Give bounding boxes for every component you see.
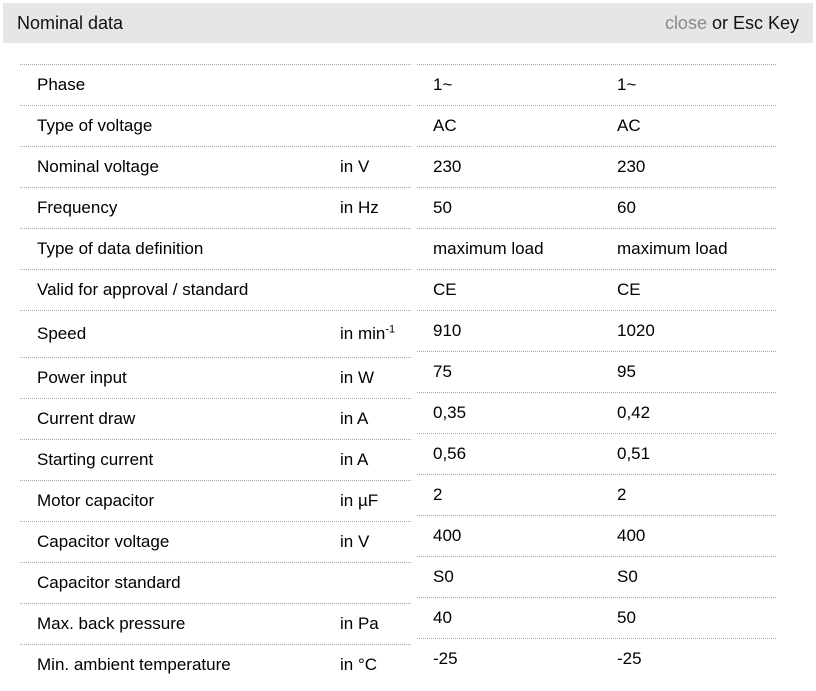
- dialog-title: Nominal data: [17, 12, 124, 33]
- table-row: 2 2: [417, 474, 776, 515]
- row-label: Type of voltage: [37, 116, 153, 135]
- esc-key-text: or Esc Key: [706, 12, 799, 33]
- row-label: Starting current: [37, 450, 154, 469]
- data-table-labels: Phase Type of voltage Nominal voltage in…: [20, 64, 411, 685]
- row-value-1: S0: [433, 567, 454, 586]
- row-value-1: -25: [433, 649, 458, 668]
- row-label: Speed: [37, 324, 87, 343]
- row-unit: in W: [340, 368, 374, 387]
- row-value-2: 1020: [617, 321, 655, 340]
- row-label: Capacitor voltage: [37, 532, 170, 551]
- table-row: Speed in min-1: [20, 310, 411, 357]
- table-row: Frequency in Hz: [20, 187, 411, 228]
- row-label: Type of data definition: [37, 239, 204, 258]
- row-value-2: S0: [617, 567, 638, 586]
- row-unit: in A: [340, 450, 369, 469]
- table-row: 400 400: [417, 515, 776, 556]
- row-value-2: 230: [617, 157, 646, 176]
- row-value-2: 95: [617, 362, 636, 381]
- row-value-1: CE: [433, 280, 457, 299]
- table-row: S0 S0: [417, 556, 776, 597]
- row-value-2: 400: [617, 526, 646, 545]
- table-row: Nominal voltage in V: [20, 146, 411, 187]
- row-value-2: AC: [617, 116, 641, 135]
- table-row: Valid for approval / standard: [20, 269, 411, 310]
- table-row: Motor capacitor in µF: [20, 480, 411, 521]
- row-value-1: 400: [433, 526, 462, 545]
- close-link[interactable]: close: [664, 12, 707, 33]
- row-value-1: maximum load: [433, 239, 544, 258]
- row-value-1: 0,56: [433, 444, 467, 463]
- row-value-1: 1~: [433, 75, 453, 94]
- row-label: Valid for approval / standard: [37, 280, 249, 299]
- table-row: 40 50: [417, 597, 776, 638]
- table-row: CE CE: [417, 269, 776, 310]
- row-value-2: 0,42: [617, 403, 651, 422]
- row-unit: in µF: [340, 491, 379, 510]
- dialog-header-bar: Nominal data close or Esc Key: [3, 3, 813, 43]
- table-row: 910 1020: [417, 310, 776, 351]
- row-value-1: 0,35: [433, 403, 467, 422]
- table-row: Capacitor voltage in V: [20, 521, 411, 562]
- row-value-2: maximum load: [617, 239, 728, 258]
- table-row: -25 -25: [417, 638, 776, 679]
- table-row: Power input in W: [20, 357, 411, 398]
- table-row: Type of data definition: [20, 228, 411, 269]
- table-row: Capacitor standard: [20, 562, 411, 603]
- data-table-values: 1~ 1~ AC AC 230 230 50 60 maximum load m…: [417, 64, 776, 679]
- row-value-1: 50: [433, 198, 452, 217]
- row-unit: in V: [340, 532, 370, 551]
- row-unit: in Hz: [340, 198, 379, 217]
- row-label: Motor capacitor: [37, 491, 155, 510]
- row-value-1: 75: [433, 362, 452, 381]
- table-row: 1~ 1~: [417, 64, 776, 105]
- row-label: Min. ambient temperature: [37, 655, 231, 674]
- row-value-2: 60: [617, 198, 636, 217]
- table-row: Phase: [20, 64, 411, 105]
- row-value-1: AC: [433, 116, 457, 135]
- row-value-2: 1~: [617, 75, 637, 94]
- row-unit: in min-1: [340, 323, 396, 343]
- table-row: 230 230: [417, 146, 776, 187]
- table-row: Min. ambient temperature in °C: [20, 644, 411, 685]
- row-value-2: 2: [617, 485, 627, 504]
- close-hint: close or Esc Key: [665, 13, 799, 34]
- row-unit: in A: [340, 409, 369, 428]
- table-row: 0,35 0,42: [417, 392, 776, 433]
- row-value-2: CE: [617, 280, 641, 299]
- row-value-2: 50: [617, 608, 636, 627]
- row-value-2: 0,51: [617, 444, 651, 463]
- table-row: 50 60: [417, 187, 776, 228]
- table-row: Starting current in A: [20, 439, 411, 480]
- table-row: 75 95: [417, 351, 776, 392]
- row-value-1: 2: [433, 485, 443, 504]
- row-label: Max. back pressure: [37, 614, 186, 633]
- row-unit: in V: [340, 157, 370, 176]
- table-row: AC AC: [417, 105, 776, 146]
- row-value-2: -25: [617, 649, 642, 668]
- table-row: maximum load maximum load: [417, 228, 776, 269]
- row-value-1: 230: [433, 157, 462, 176]
- row-value-1: 40: [433, 608, 452, 627]
- row-label: Frequency: [37, 198, 118, 217]
- row-label: Current draw: [37, 409, 136, 428]
- table-row: Max. back pressure in Pa: [20, 603, 411, 644]
- row-unit: in °C: [340, 655, 378, 674]
- row-label: Nominal voltage: [37, 157, 159, 176]
- table-row: Current draw in A: [20, 398, 411, 439]
- row-value-1: 910: [433, 321, 462, 340]
- table-row: 0,56 0,51: [417, 433, 776, 474]
- row-label: Phase: [37, 75, 86, 94]
- table-row: Type of voltage: [20, 105, 411, 146]
- row-unit: in Pa: [340, 614, 379, 633]
- row-label: Power input: [37, 368, 127, 387]
- row-label: Capacitor standard: [37, 573, 181, 592]
